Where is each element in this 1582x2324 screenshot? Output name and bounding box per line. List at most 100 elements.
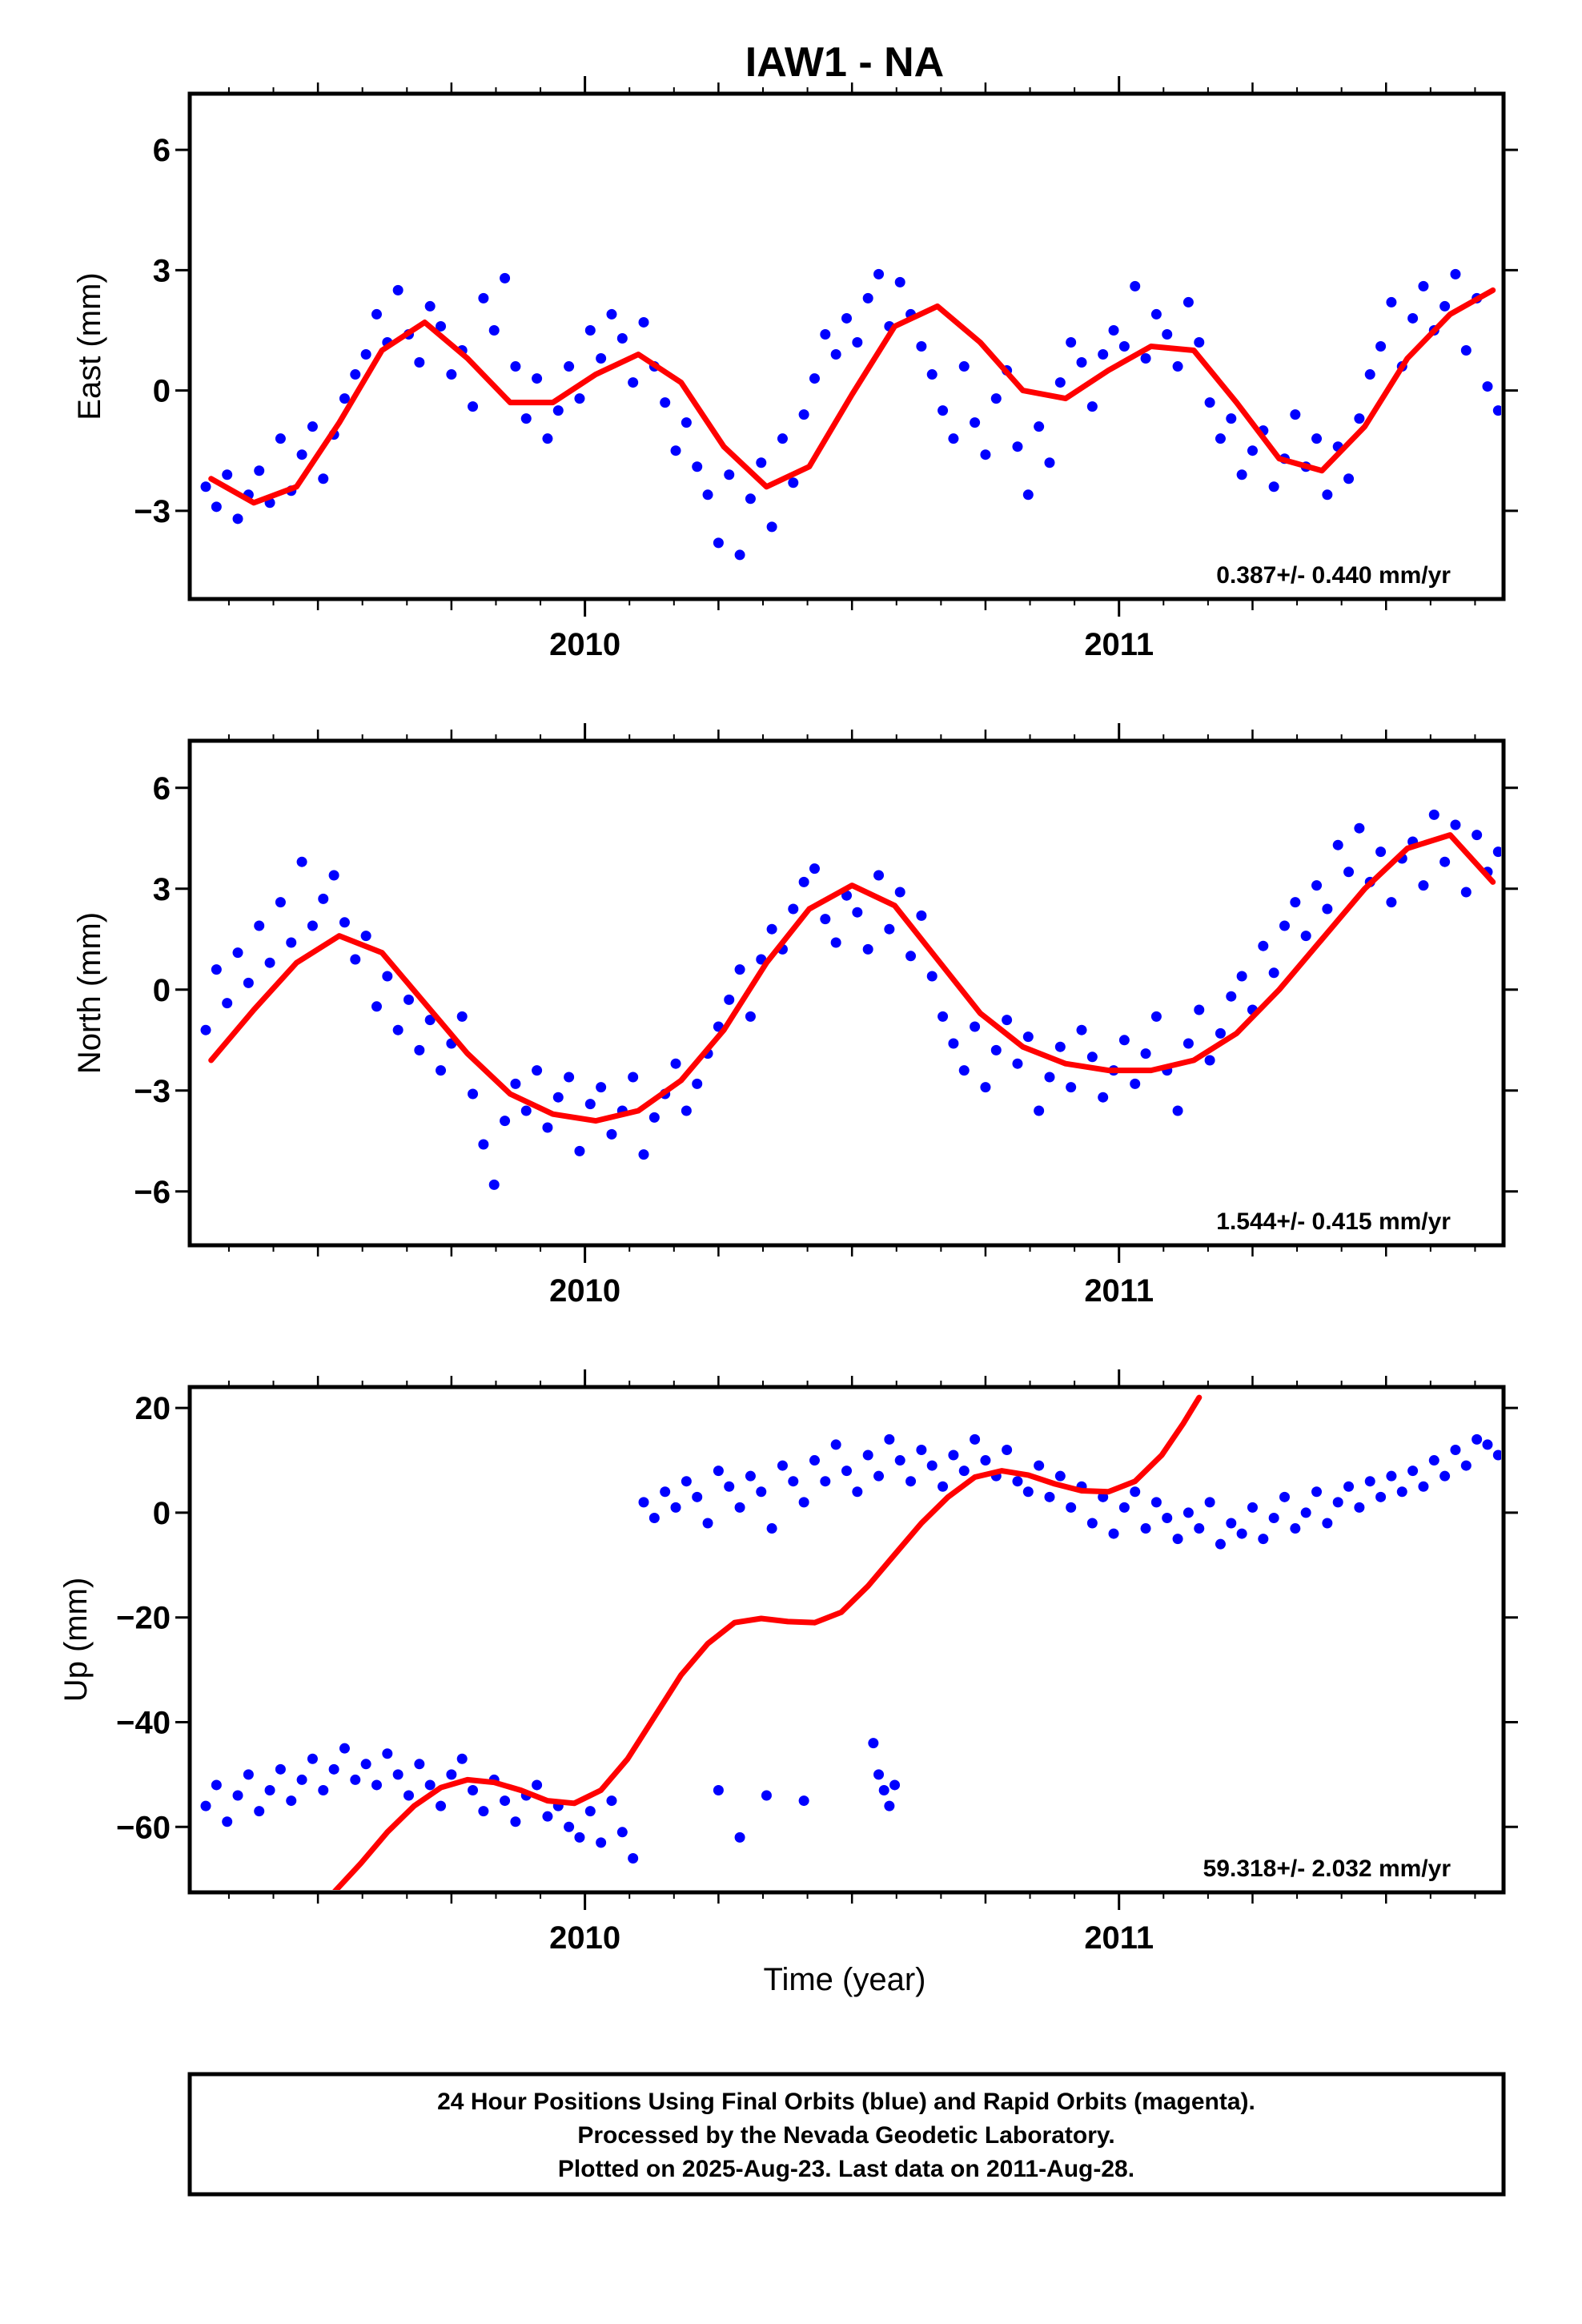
data-point	[616, 332, 628, 344]
data-point	[360, 1759, 371, 1770]
data-point	[1386, 1470, 1397, 1482]
data-point	[777, 1460, 788, 1471]
data-point	[1482, 1439, 1493, 1450]
data-point	[1226, 413, 1237, 424]
data-point	[1118, 1035, 1130, 1046]
plot-frame	[187, 1385, 1506, 1895]
data-point	[830, 937, 841, 948]
data-point	[307, 1753, 318, 1764]
data-point	[542, 1122, 553, 1133]
data-point	[1482, 381, 1493, 392]
data-point	[938, 1011, 949, 1022]
data-point	[1130, 1486, 1141, 1498]
data-point	[820, 328, 831, 340]
data-point	[264, 957, 275, 968]
data-point	[1012, 441, 1023, 452]
fit-curve	[332, 1394, 1203, 1890]
data-point	[970, 1021, 981, 1032]
data-point	[1150, 1497, 1162, 1508]
data-point	[1364, 369, 1375, 380]
data-point	[584, 1806, 596, 1817]
data-point	[948, 1449, 959, 1461]
data-point	[532, 373, 543, 384]
data-point	[756, 457, 767, 468]
footer-line-2: Processed by the Nevada Geodetic Laborat…	[577, 2122, 1114, 2149]
data-point	[1258, 1534, 1269, 1545]
y-tick-label: −40	[116, 1705, 171, 1740]
data-point	[1236, 1528, 1247, 1539]
data-point	[446, 369, 457, 380]
data-point	[211, 964, 222, 975]
x-axis-title: Time (year)	[764, 1962, 926, 1997]
data-point	[1076, 357, 1087, 368]
data-point	[1268, 967, 1279, 979]
data-point	[1022, 1031, 1034, 1043]
data-point	[1172, 361, 1183, 372]
data-point	[766, 923, 777, 935]
data-point	[873, 1769, 885, 1780]
data-point	[1396, 1486, 1407, 1498]
data-point	[468, 1088, 479, 1100]
data-point	[1279, 1491, 1290, 1502]
data-point	[681, 1105, 692, 1116]
data-point	[510, 1078, 521, 1089]
data-point	[510, 1816, 521, 1827]
data-point	[596, 1082, 607, 1093]
data-point	[1268, 1512, 1279, 1523]
data-point	[318, 473, 329, 485]
data-point	[1140, 1048, 1151, 1059]
data-point	[1012, 1058, 1023, 1069]
y-axis-title: North (mm)	[72, 912, 107, 1074]
data-point	[628, 1852, 639, 1864]
data-point	[1322, 489, 1333, 501]
data-point	[926, 971, 938, 982]
data-point	[307, 920, 318, 931]
data-point	[852, 1486, 863, 1498]
data-point	[500, 272, 511, 283]
x-tick-label: 2010	[549, 627, 620, 662]
data-point	[436, 1800, 447, 1811]
data-point	[1066, 336, 1077, 348]
data-point	[884, 1800, 895, 1811]
x-tick-label: 2010	[549, 1920, 620, 1956]
data-point	[638, 316, 649, 328]
data-point	[777, 433, 788, 444]
data-point	[1130, 280, 1141, 292]
footer-line-3: Plotted on 2025-Aug-23. Last data on 201…	[558, 2156, 1134, 2182]
data-point	[1375, 341, 1387, 352]
data-point	[564, 361, 575, 372]
x-tick-label: 2010	[549, 1273, 620, 1309]
data-point	[713, 1784, 724, 1795]
data-point	[1428, 1455, 1439, 1466]
data-point	[798, 409, 809, 420]
data-point	[1215, 433, 1226, 444]
data-point	[713, 1466, 724, 1477]
data-point	[745, 1011, 756, 1022]
data-point	[232, 947, 243, 959]
data-point	[350, 954, 361, 965]
data-point	[1162, 1512, 1173, 1523]
data-point	[670, 445, 681, 456]
data-point	[1450, 268, 1461, 279]
data-point	[852, 907, 863, 918]
data-point	[894, 1455, 905, 1466]
data-point	[596, 353, 607, 364]
data-point	[424, 1015, 436, 1026]
data-point	[820, 1476, 831, 1487]
data-point	[542, 433, 553, 444]
data-point	[275, 433, 286, 444]
data-point	[574, 1831, 585, 1843]
data-point	[436, 320, 447, 332]
data-point	[1182, 1038, 1194, 1049]
data-point	[424, 300, 436, 312]
data-point	[542, 1811, 553, 1822]
data-point	[456, 1753, 468, 1764]
data-point	[670, 1502, 681, 1513]
data-point	[1439, 1470, 1451, 1482]
fit-curve	[208, 832, 1496, 1124]
data-point	[1343, 866, 1355, 878]
data-point	[222, 998, 233, 1009]
data-point	[798, 1795, 809, 1807]
footer-line-1: 24 Hour Positions Using Final Orbits (bl…	[437, 2089, 1255, 2115]
